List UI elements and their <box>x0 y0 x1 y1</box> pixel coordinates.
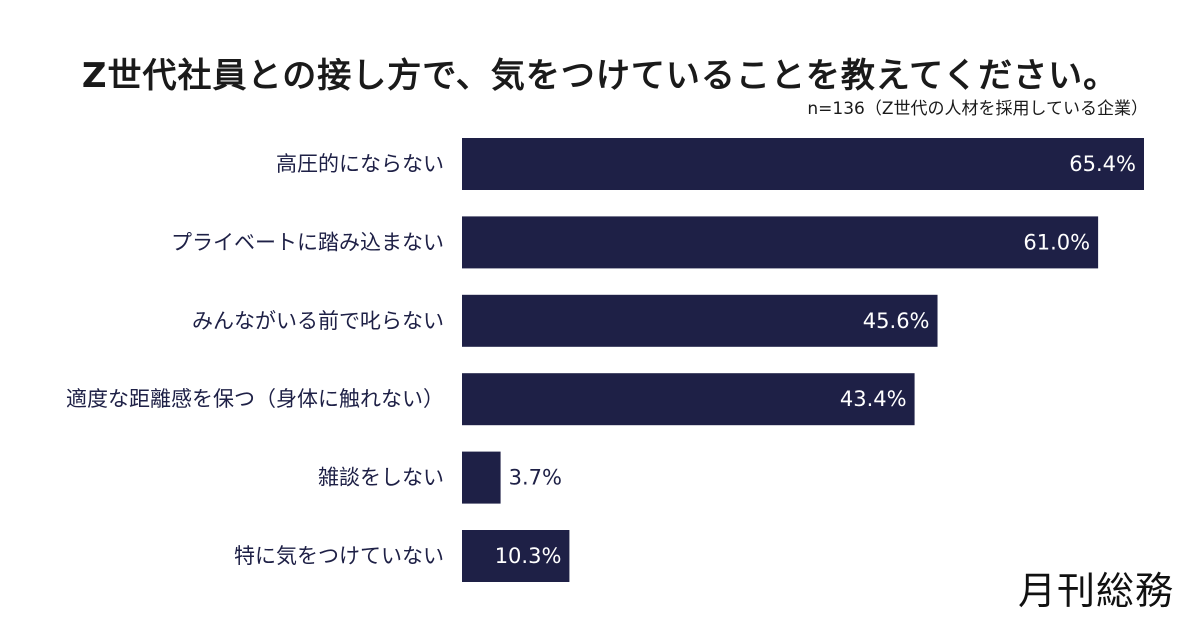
value-label-0: 65.4% <box>1069 152 1136 176</box>
category-label-4: 雑談をしない <box>318 466 444 490</box>
value-label-4: 3.7% <box>509 466 562 490</box>
bar-4 <box>462 451 501 504</box>
value-label-2: 45.6% <box>863 309 930 333</box>
value-label-5: 10.3% <box>495 544 562 568</box>
category-label-1: プライベートに踏み込まない <box>171 230 444 254</box>
brand-logo: 月刊総務 <box>1017 569 1174 613</box>
bar-3 <box>462 373 915 426</box>
bar-0 <box>462 138 1144 190</box>
category-label-2: みんながいる前で叱らない <box>192 309 444 333</box>
value-label-1: 61.0% <box>1023 230 1090 254</box>
chart-subtitle: n=136（Z世代の人材を採用している企業） <box>807 99 1148 119</box>
category-label-5: 特に気をつけていない <box>234 544 444 568</box>
bar-5 <box>462 530 570 582</box>
bar-1 <box>462 216 1099 269</box>
category-label-3: 適度な距離感を保つ（身体に触れない） <box>66 387 444 411</box>
category-label-0: 高圧的にならない <box>276 152 444 176</box>
bar-2 <box>462 294 938 347</box>
value-label-3: 43.4% <box>840 387 907 411</box>
chart-title: Z世代社員との接し方で、気をつけていることを教えてください。 <box>81 56 1119 96</box>
